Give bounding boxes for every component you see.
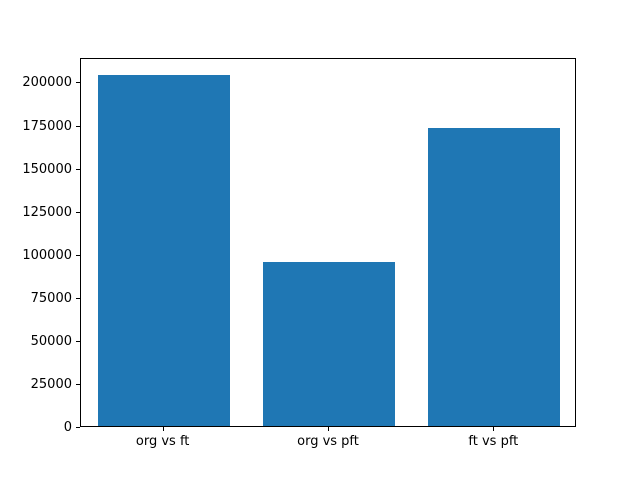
y-tick-label-25000: 25000	[30, 376, 72, 392]
bar-org-vs-pft	[262, 262, 396, 426]
y-tick-mark	[76, 125, 80, 127]
y-tick-mark	[76, 211, 80, 213]
y-tick-mark	[76, 254, 80, 256]
y-tick-mark	[76, 82, 80, 84]
x-tick-mark	[162, 427, 164, 431]
x-tick-label-org-vs-ft: org vs ft	[135, 434, 190, 449]
bar-org-vs-ft	[97, 74, 230, 426]
y-tick-mark	[76, 427, 80, 428]
y-tick-mark	[76, 383, 80, 385]
y-tick-label-150000: 150000	[22, 161, 72, 177]
y-tick-mark	[76, 168, 80, 170]
y-tick-label-75000: 75000	[30, 290, 72, 306]
y-tick-label-50000: 50000	[30, 333, 72, 349]
y-tick-label-0: 0	[63, 420, 72, 435]
y-tick-label-125000: 125000	[22, 204, 72, 220]
x-tick-label-org-vs-pft: org vs pft	[297, 434, 359, 449]
y-tick-mark	[76, 340, 80, 342]
y-tick-label-200000: 200000	[22, 75, 72, 91]
y-tick-label-175000: 175000	[22, 118, 72, 134]
x-tick-mark	[493, 427, 495, 431]
y-tick-mark	[76, 297, 80, 299]
bar-ft-vs-pft	[428, 127, 561, 426]
x-tick-mark	[328, 427, 329, 431]
y-tick-label-100000: 100000	[22, 247, 72, 263]
plot-area	[80, 58, 576, 427]
x-tick-label-ft-vs-pft: ft vs pft	[468, 434, 519, 449]
